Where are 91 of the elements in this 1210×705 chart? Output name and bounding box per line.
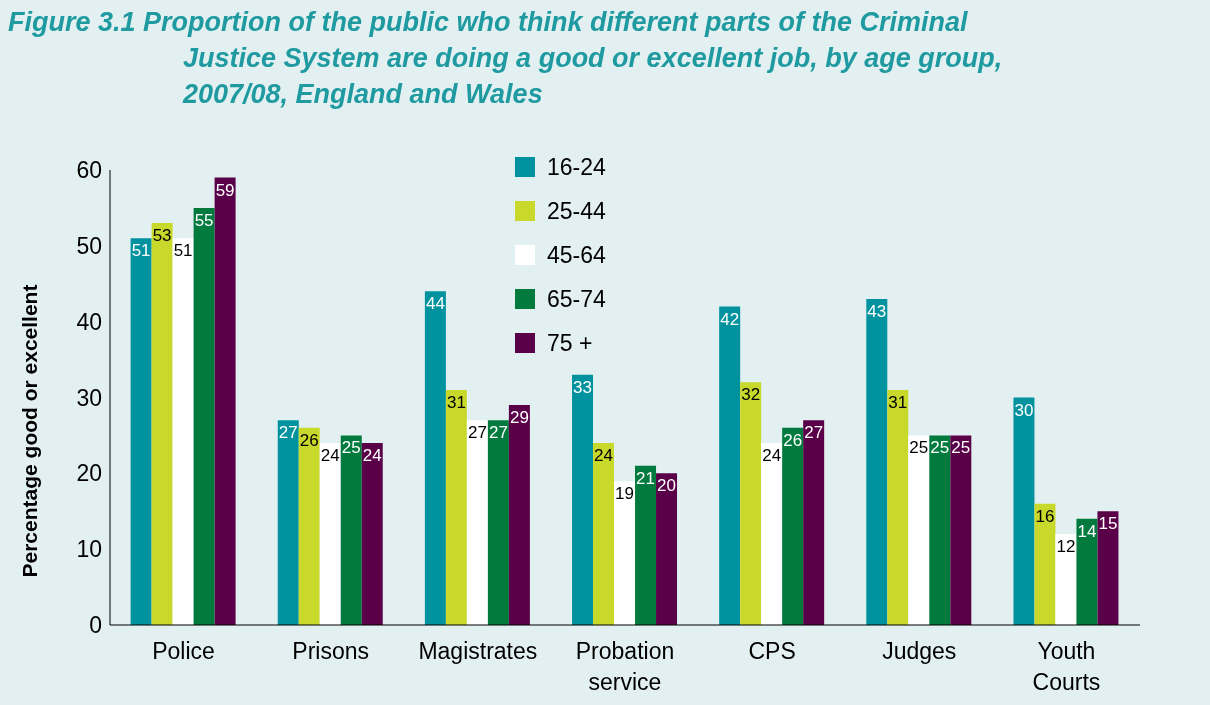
data-label: 31 [446, 392, 466, 412]
bar [214, 177, 236, 625]
bar [908, 435, 930, 625]
data-label: 51 [131, 241, 151, 261]
bar [803, 420, 825, 625]
data-label: 33 [573, 377, 592, 397]
data-label: 21 [636, 468, 655, 488]
legend-label: 16-24 [547, 153, 606, 181]
bar [1013, 397, 1035, 625]
data-label: 25 [930, 438, 950, 458]
data-label: 16 [1035, 506, 1055, 526]
bar [782, 427, 804, 625]
data-label: 27 [467, 423, 487, 443]
data-label: 26 [299, 430, 319, 450]
legend-label: 75 + [547, 329, 593, 357]
data-label: 20 [657, 476, 676, 496]
bar [466, 420, 488, 625]
bar [593, 443, 615, 625]
bar [866, 298, 888, 625]
bar [572, 374, 594, 625]
data-label: 14 [1077, 521, 1097, 541]
x-tick-label: Youth Courts [1032, 638, 1101, 695]
bar [1097, 511, 1119, 625]
data-label: 24 [320, 446, 340, 466]
data-label: 32 [741, 385, 761, 405]
y-tick-label: 10 [76, 536, 102, 563]
x-tick-label: Judges [882, 638, 957, 664]
y-tick-label: 0 [89, 612, 102, 639]
legend-label: 65-74 [547, 285, 606, 313]
data-label: 26 [783, 430, 803, 450]
y-tick-label: 40 [76, 308, 102, 335]
data-label: 51 [173, 241, 193, 261]
data-label: 55 [194, 210, 214, 230]
y-axis-title: Percentage good or excellent [18, 284, 42, 578]
bar [950, 435, 972, 625]
legend-label: 45-64 [547, 241, 606, 269]
y-tick-label: 30 [76, 384, 102, 411]
data-label: 27 [278, 423, 298, 443]
data-label: 24 [594, 446, 613, 466]
bar [172, 238, 194, 625]
data-label: 19 [615, 483, 634, 503]
bar [508, 405, 530, 625]
data-label: 44 [425, 294, 445, 314]
x-tick-label: Prisons [292, 638, 370, 664]
data-label: 24 [762, 446, 782, 466]
data-label: 24 [362, 446, 382, 466]
y-tick-label: 60 [76, 157, 102, 184]
data-label: 12 [1056, 537, 1076, 557]
chart-title: Figure 3.1 Proportion of the public who think different parts of the Criminal Justice System are doing a good or excellent job, by age group, 2007/08, England and Wales [8, 6, 1004, 111]
bar [193, 207, 215, 625]
bar [1055, 534, 1077, 625]
data-label: 30 [1014, 400, 1034, 420]
bar [761, 443, 783, 625]
data-label: 15 [1098, 514, 1118, 534]
data-label: 29 [509, 408, 529, 428]
data-label: 31 [888, 392, 908, 412]
x-tick-label: CPS [748, 638, 796, 664]
bar [361, 443, 383, 625]
bar [929, 435, 951, 625]
data-label: 27 [804, 423, 824, 443]
bar [445, 389, 467, 625]
bar [487, 420, 509, 625]
bar [151, 223, 173, 625]
y-tick-label: 50 [76, 233, 102, 259]
bar [130, 238, 152, 625]
data-label: 43 [867, 301, 887, 321]
data-label: 27 [488, 423, 508, 443]
x-tick-label: Police [152, 638, 215, 664]
bar [424, 291, 446, 625]
bar [277, 420, 299, 625]
data-label: 59 [215, 180, 235, 200]
bar [656, 473, 678, 625]
data-label: 42 [720, 309, 740, 329]
bar [740, 382, 762, 625]
data-label: 25 [341, 438, 361, 458]
bar [1034, 503, 1056, 625]
bar [340, 435, 362, 625]
bar [319, 443, 341, 625]
x-tick-label: Probation service [575, 638, 675, 695]
bar [1076, 518, 1098, 625]
bar [887, 389, 909, 625]
data-label: 53 [152, 226, 172, 246]
bar [719, 306, 741, 625]
bar [614, 480, 636, 625]
legend-label: 25-44 [547, 197, 606, 225]
bar [298, 427, 320, 625]
data-label: 25 [909, 438, 929, 458]
x-tick-label: Magistrates [418, 638, 538, 664]
bar [635, 465, 657, 625]
y-tick-label: 20 [76, 460, 102, 487]
data-label: 25 [951, 438, 971, 458]
